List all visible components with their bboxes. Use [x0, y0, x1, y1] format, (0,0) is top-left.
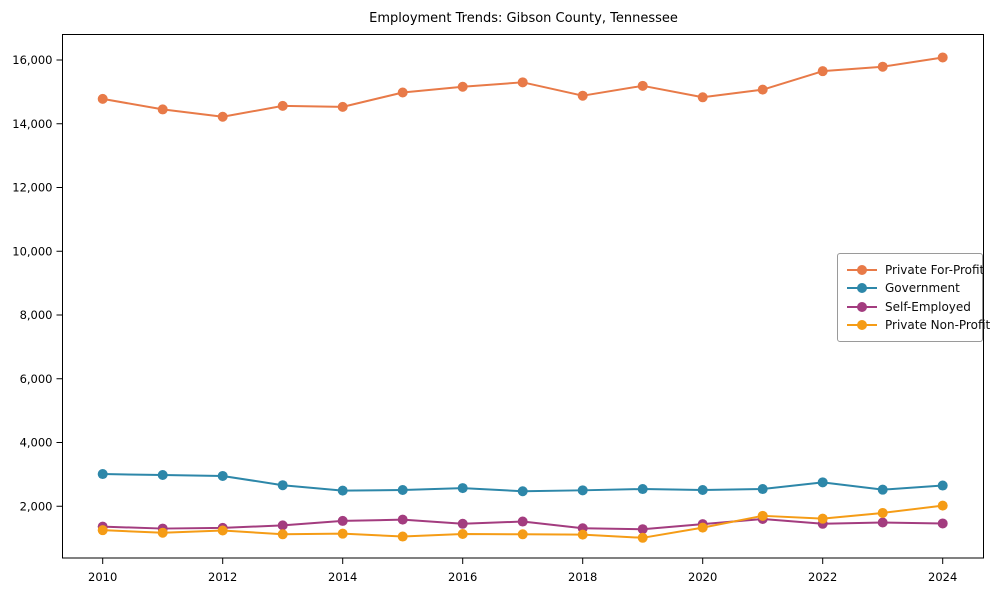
data-point — [937, 500, 948, 511]
data-point — [877, 517, 888, 528]
data-point — [97, 525, 108, 536]
data-point — [337, 101, 348, 112]
x-tick-label: 2014 — [328, 570, 357, 584]
legend-marker-icon — [847, 319, 877, 330]
data-point — [517, 529, 528, 540]
data-point — [577, 485, 588, 496]
data-point — [697, 484, 708, 495]
data-point — [697, 522, 708, 533]
data-point — [637, 524, 648, 535]
legend-marker-icon — [847, 283, 877, 294]
y-tick-label: 6,000 — [20, 372, 53, 386]
x-tick-label: 2010 — [88, 570, 117, 584]
data-point — [157, 470, 168, 481]
data-point — [877, 507, 888, 518]
data-point — [457, 483, 468, 494]
legend-label: Self-Employed — [885, 299, 971, 314]
y-tick-label: 4,000 — [20, 436, 53, 450]
y-tick-label: 8,000 — [20, 308, 53, 322]
data-point — [277, 529, 288, 540]
data-point — [757, 484, 768, 495]
data-point — [877, 61, 888, 72]
data-point — [577, 529, 588, 540]
data-point — [937, 480, 948, 491]
data-point — [637, 532, 648, 543]
data-point — [937, 52, 948, 63]
data-point — [277, 100, 288, 111]
data-point — [277, 480, 288, 491]
data-point — [457, 518, 468, 529]
data-point — [817, 513, 828, 524]
data-point — [97, 469, 108, 480]
data-point — [937, 518, 948, 529]
data-point — [397, 484, 408, 495]
x-tick-label: 2024 — [928, 570, 957, 584]
data-point — [577, 90, 588, 101]
x-tick-label: 2016 — [448, 570, 477, 584]
y-tick-label: 10,000 — [12, 244, 52, 258]
data-point — [757, 510, 768, 521]
legend-item: Private For-Profit — [847, 261, 984, 279]
legend-dot — [857, 283, 867, 294]
legend-dot — [857, 265, 867, 276]
data-point — [337, 528, 348, 539]
legend-label: Government — [885, 281, 960, 296]
plot-border — [62, 34, 984, 559]
data-point — [157, 104, 168, 115]
data-point — [697, 92, 708, 103]
legend-dot — [857, 319, 867, 330]
data-point — [397, 87, 408, 98]
legend-item: Government — [847, 279, 974, 297]
data-point — [637, 484, 648, 495]
x-tick-label: 2012 — [208, 570, 237, 584]
legend-item: Self-Employed — [847, 298, 974, 316]
data-point — [757, 84, 768, 95]
legend-marker-icon — [847, 301, 877, 312]
legend-label: Private For-Profit — [885, 263, 985, 278]
legend-item: Private Non-Profit — [847, 316, 990, 334]
data-point — [397, 531, 408, 542]
data-point — [337, 485, 348, 496]
data-point — [517, 77, 528, 88]
data-point — [517, 516, 528, 527]
y-tick-label: 14,000 — [12, 117, 52, 131]
legend-marker-icon — [847, 265, 877, 276]
data-point — [217, 470, 228, 481]
data-point — [337, 515, 348, 526]
data-point — [157, 527, 168, 538]
data-point — [277, 520, 288, 531]
data-point — [217, 525, 228, 536]
data-point — [97, 93, 108, 104]
legend: Private For-Profit Government Self-Employe… — [837, 253, 990, 342]
y-tick-label: 12,000 — [12, 181, 52, 195]
data-point — [457, 81, 468, 92]
y-tick-label: 16,000 — [12, 53, 52, 67]
legend-dot — [857, 301, 867, 312]
data-point — [517, 486, 528, 497]
data-point — [877, 484, 888, 495]
x-tick-label: 2018 — [568, 570, 597, 584]
y-tick-label: 2,000 — [20, 499, 53, 513]
data-point — [817, 66, 828, 77]
data-point — [817, 477, 828, 488]
data-point — [637, 80, 648, 91]
legend-label: Private Non-Profit — [885, 317, 991, 332]
chart-title: Employment Trends: Gibson County, Tennes… — [369, 11, 678, 26]
data-point — [457, 528, 468, 539]
data-point — [217, 111, 228, 122]
x-tick-label: 2020 — [688, 570, 717, 584]
x-tick-label: 2022 — [808, 570, 837, 584]
data-point — [397, 514, 408, 525]
